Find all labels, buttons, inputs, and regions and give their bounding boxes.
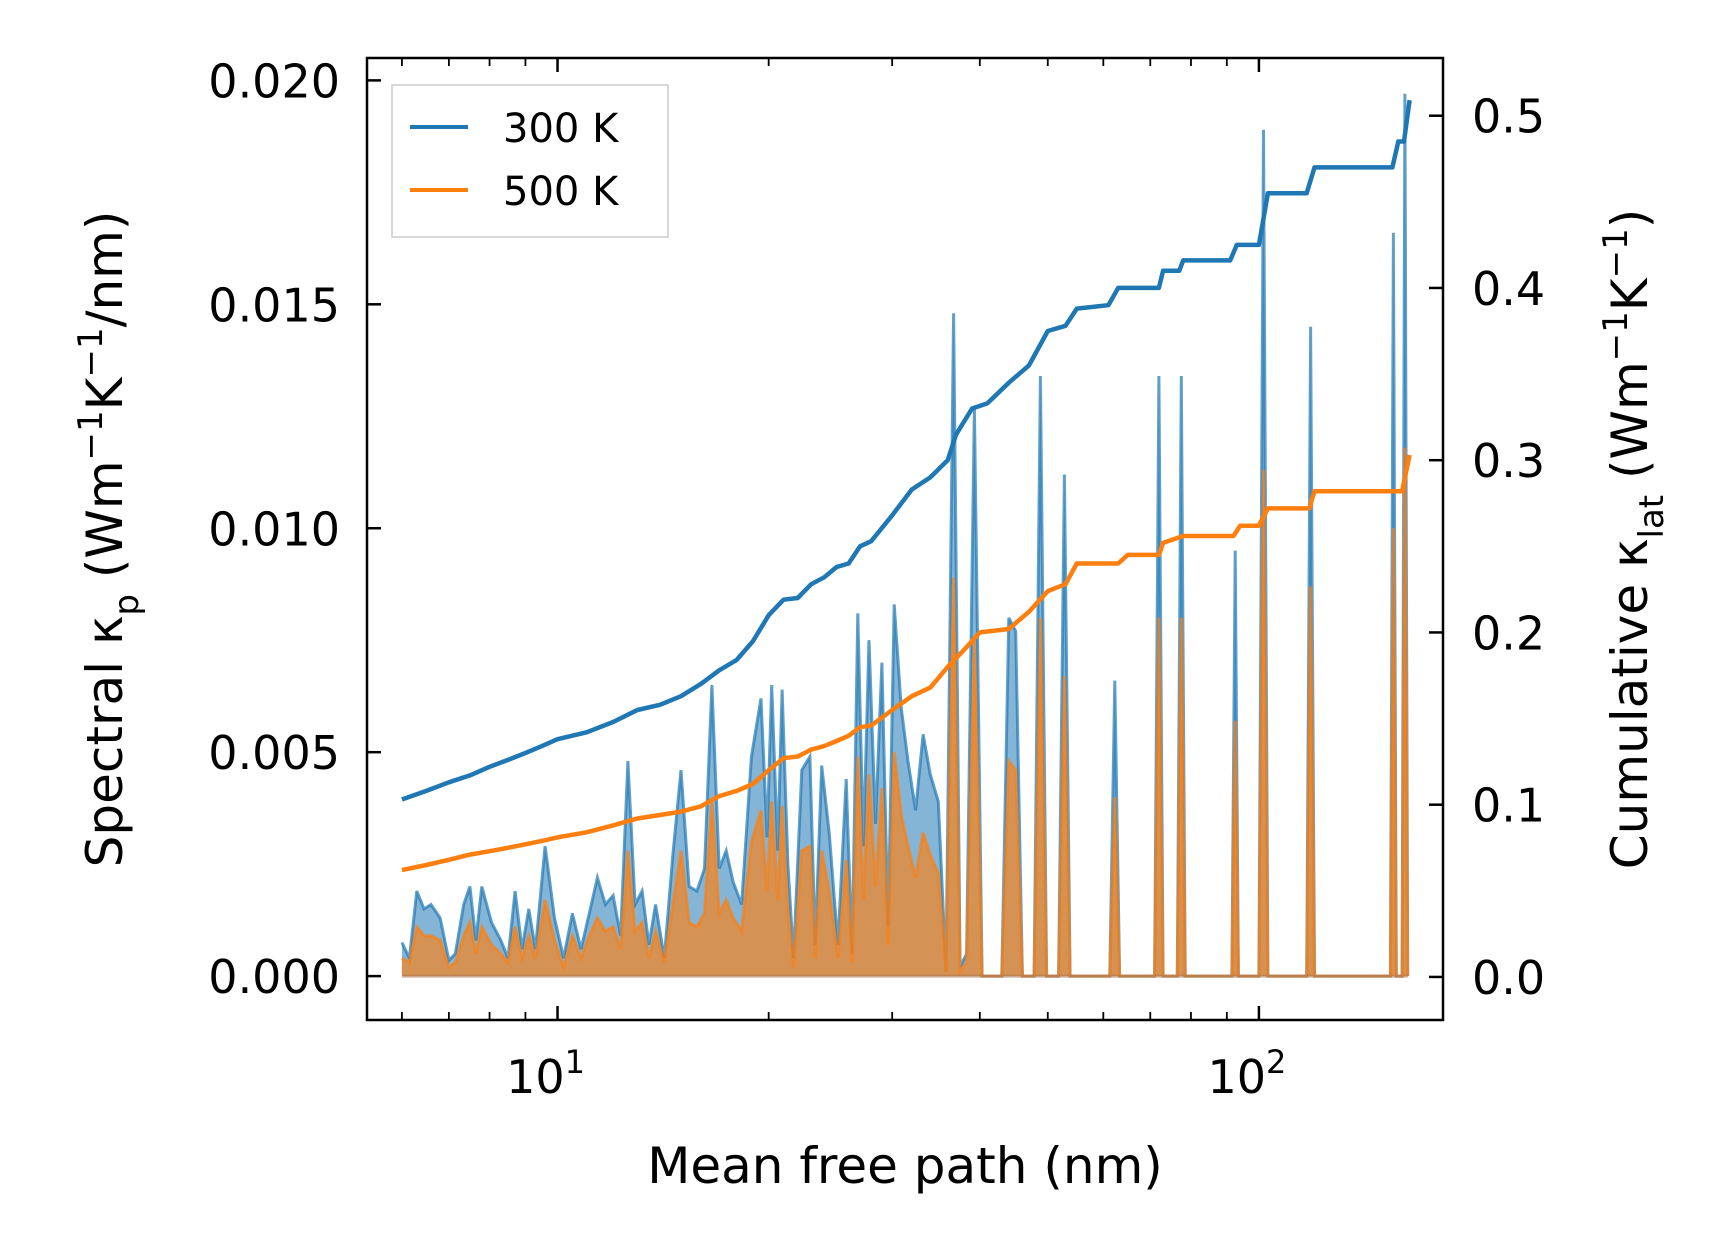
legend: 300 K 500 K xyxy=(391,84,669,238)
y-left-tick-label: 0.020 xyxy=(208,54,340,108)
y-left-label-sup2: −1 xyxy=(71,327,111,377)
cumulative-line-500k xyxy=(401,454,1412,873)
x-tick-label: 102 xyxy=(1207,1043,1286,1104)
cumulative-line-300k xyxy=(401,99,1412,802)
y-left-tick-label: 0.005 xyxy=(208,726,340,780)
spectral-line-300k xyxy=(400,93,1410,978)
y-right-label-post: ) xyxy=(1601,209,1659,229)
y-left-label-mid: (Wm xyxy=(76,460,134,594)
y-right-label-sub: lat xyxy=(1632,495,1672,539)
y-left-label-post: /nm) xyxy=(76,211,134,328)
y-right-axis-label: Cumulative κlat (Wm−1K−1) xyxy=(1596,209,1672,869)
x-tick-label: 101 xyxy=(506,1043,585,1104)
y-right-tick-label: 0.2 xyxy=(1472,606,1545,660)
tick-group: 101 1020.0000.0050.0100.0150.0200.00.10.2… xyxy=(208,54,1545,1104)
y-right-tick-label: 0.0 xyxy=(1472,951,1545,1005)
y-right-tick-label: 0.1 xyxy=(1472,779,1545,833)
y-left-tick-label: 0.015 xyxy=(208,278,340,332)
y-right-tick-label: 0.3 xyxy=(1472,434,1545,488)
x-tick-label-base: 10 xyxy=(1207,1050,1266,1104)
y-left-label-pre: Spectral κ xyxy=(76,616,134,868)
y-right-label-mid2: K xyxy=(1601,277,1659,311)
x-axis-label: Mean free path (nm) xyxy=(647,1137,1163,1195)
legend-box xyxy=(391,84,669,238)
y-left-label-sup1: −1 xyxy=(71,410,111,460)
y-left-axis-label: Spectral κp (Wm−1K−1/nm) xyxy=(71,211,147,868)
y-right-tick-label: 0.4 xyxy=(1472,262,1545,316)
x-tick-label-exp: 2 xyxy=(1266,1043,1286,1081)
legend-label-500k: 500 K xyxy=(503,169,620,215)
plot-frame xyxy=(365,56,1445,1022)
line-group xyxy=(401,99,1412,873)
y-left-tick-label: 0.000 xyxy=(208,950,340,1004)
y-right-label-sup1: −1 xyxy=(1596,311,1636,361)
spectral-line-500k xyxy=(401,447,1410,978)
y-left-label-sub: p xyxy=(107,594,147,616)
y-right-label-sup2: −1 xyxy=(1596,228,1636,278)
legend-label-300k: 300 K xyxy=(503,106,620,152)
y-right-tick-label: 0.5 xyxy=(1472,90,1545,144)
y-right-label-pre: Cumulative κ xyxy=(1601,538,1659,869)
y-left-tick-label: 0.010 xyxy=(208,502,340,556)
y-right-label-mid: (Wm xyxy=(1601,361,1659,495)
x-tick-label-exp: 1 xyxy=(565,1043,585,1081)
y-left-label-mid2: K xyxy=(76,376,134,410)
spectral-fill-group xyxy=(400,93,1410,978)
x-tick-label-base: 10 xyxy=(506,1050,565,1104)
